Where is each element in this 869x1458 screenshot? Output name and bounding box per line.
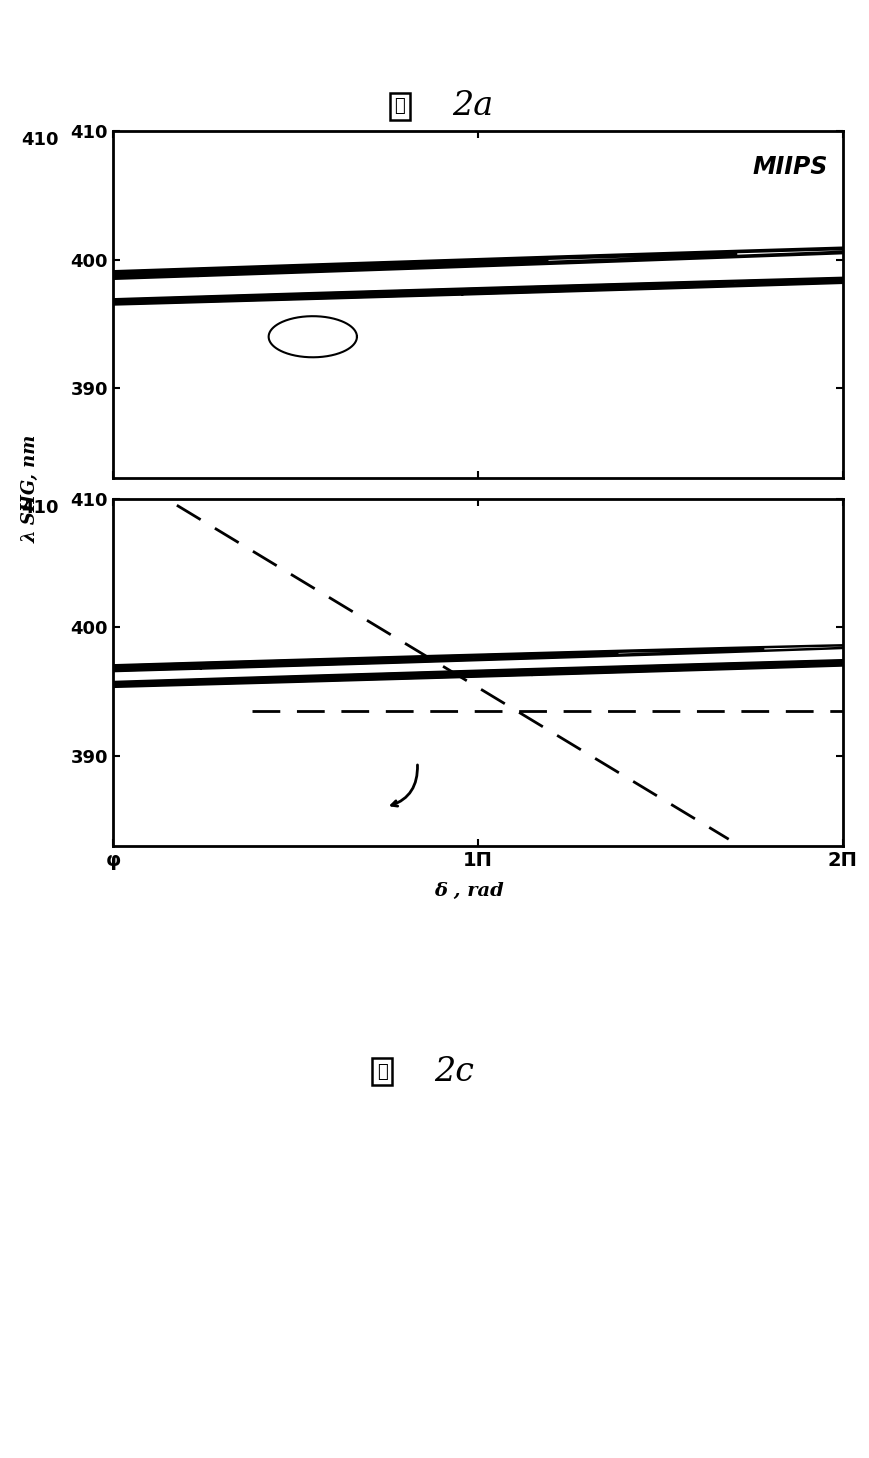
Text: δ , rad: δ , rad xyxy=(434,882,504,900)
Text: 410: 410 xyxy=(21,499,58,516)
Text: 图: 图 xyxy=(395,98,405,115)
Text: 2a: 2a xyxy=(452,90,493,122)
Text: λ SHG, nm: λ SHG, nm xyxy=(22,434,39,542)
Text: 2c: 2c xyxy=(434,1056,474,1088)
Text: 图: 图 xyxy=(377,1063,388,1080)
Text: MIIPS: MIIPS xyxy=(753,156,828,179)
Text: 410: 410 xyxy=(21,131,58,149)
